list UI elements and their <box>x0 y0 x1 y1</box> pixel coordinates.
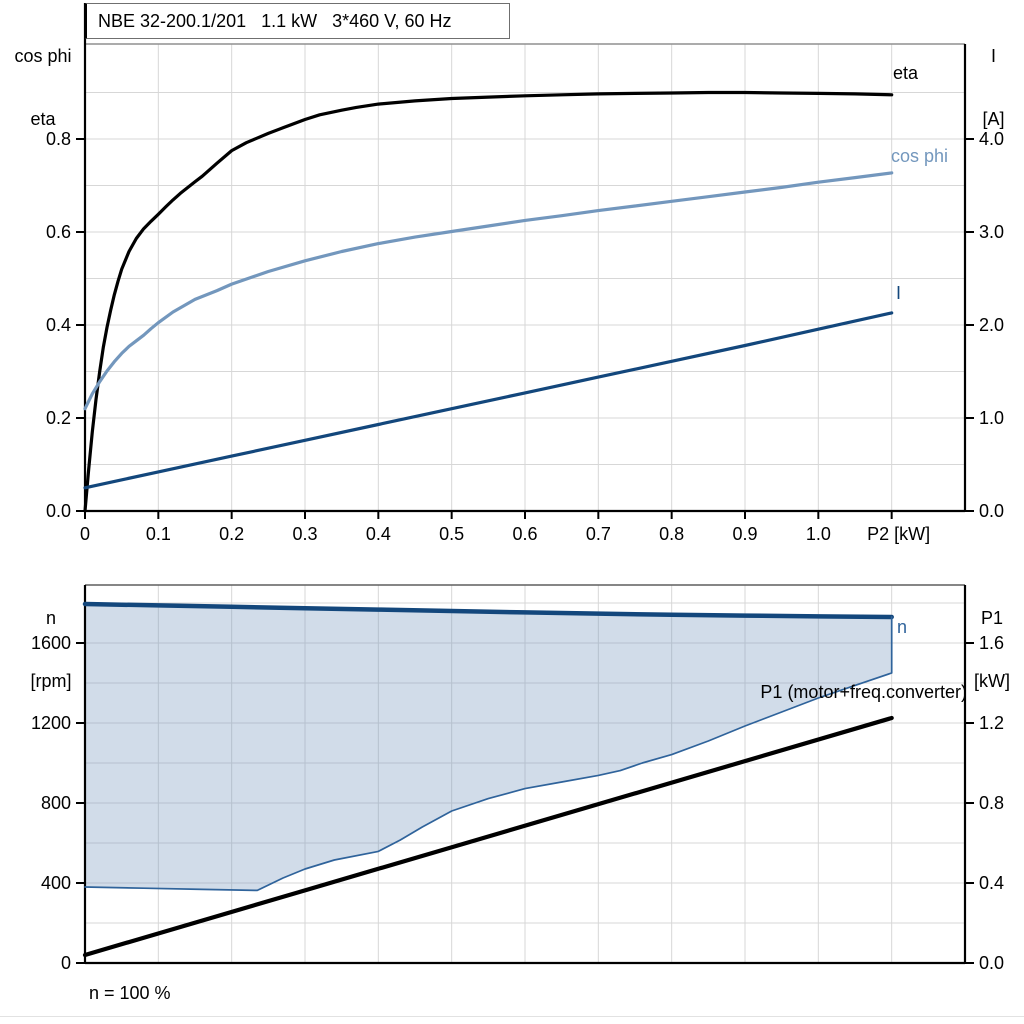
axis-header-current-unit: [A] <box>982 109 1005 129</box>
top-right-axis-header: I [A] <box>963 4 1024 172</box>
eta-curve <box>83 90 894 513</box>
P1-curve <box>82 715 894 958</box>
right-tick-label: 2.0 <box>979 315 1004 335</box>
axis-header-speed-unit: [rpm] <box>30 671 72 691</box>
axis-header-eta: eta <box>30 109 56 129</box>
x-tick-label: 0.1 <box>146 524 171 544</box>
right-tick-label: 0.8 <box>979 793 1004 813</box>
x-tick-label: 0.2 <box>219 524 244 544</box>
speed-range-region <box>85 604 892 891</box>
I-curve <box>83 311 894 490</box>
axis-header-speed: n <box>45 608 56 628</box>
left-tick-label: 0.6 <box>46 222 71 242</box>
x-tick-label: 0.7 <box>586 524 611 544</box>
speed-range-lower-curve <box>84 616 893 892</box>
x-tick-label: 0 <box>80 524 90 544</box>
x-tick-label: 0.6 <box>512 524 537 544</box>
left-tick-label: 0.0 <box>46 501 71 521</box>
top-left-axis-header: cos phi eta <box>2 4 84 172</box>
axis-header-cos-phi: cos phi <box>14 46 72 66</box>
x-tick-label: 0.8 <box>659 524 684 544</box>
right-tick-label: 1.0 <box>979 408 1004 428</box>
speed-curve-label: n <box>897 617 908 637</box>
cos-phi-curve-label: cos phi <box>891 146 949 166</box>
left-tick-label: 0.4 <box>46 315 71 335</box>
axis-header-current: I <box>990 46 996 66</box>
right-tick-label: 0.4 <box>979 873 1004 893</box>
right-tick-label: 3.0 <box>979 222 1004 242</box>
bottom-left-axis-header: n [rpm] <box>8 566 94 734</box>
pump-title-box: NBE 32-200.1/201 1.1 kW 3*460 V, 60 Hz <box>85 3 510 39</box>
x-tick-label: 0.3 <box>292 524 317 544</box>
x-tick-label: 1.0 <box>806 524 831 544</box>
left-tick-label: 0.2 <box>46 408 71 428</box>
axis-header-p1-unit: [kW] <box>974 671 1010 691</box>
current-curve-label: I <box>896 283 902 303</box>
n-curve <box>82 601 894 620</box>
left-tick-label: 400 <box>41 873 71 893</box>
right-tick-label: 0.0 <box>979 501 1004 521</box>
window-bottom-divider <box>0 1016 1024 1017</box>
p1-curve-label: P1 (motor+freq.converter) <box>760 682 967 702</box>
pump-title: NBE 32-200.1/201 1.1 kW 3*460 V, 60 Hz <box>98 10 452 31</box>
left-tick-label: 0 <box>61 953 71 973</box>
x-axis-unit-label: P2 [kW] <box>867 524 930 544</box>
x-tick-label: 0.4 <box>366 524 391 544</box>
speed-note: n = 100 % <box>89 983 171 1003</box>
eta-curve-label: eta <box>893 63 919 83</box>
cos phi-curve <box>83 171 894 411</box>
left-tick-label: 800 <box>41 793 71 813</box>
x-tick-label: 0.5 <box>439 524 464 544</box>
bottom-right-axis-header: P1 [kW] <box>960 566 1024 734</box>
axis-header-p1: P1 <box>980 608 1004 628</box>
x-tick-label: 0.9 <box>732 524 757 544</box>
right-tick-label: 0.0 <box>979 953 1004 973</box>
